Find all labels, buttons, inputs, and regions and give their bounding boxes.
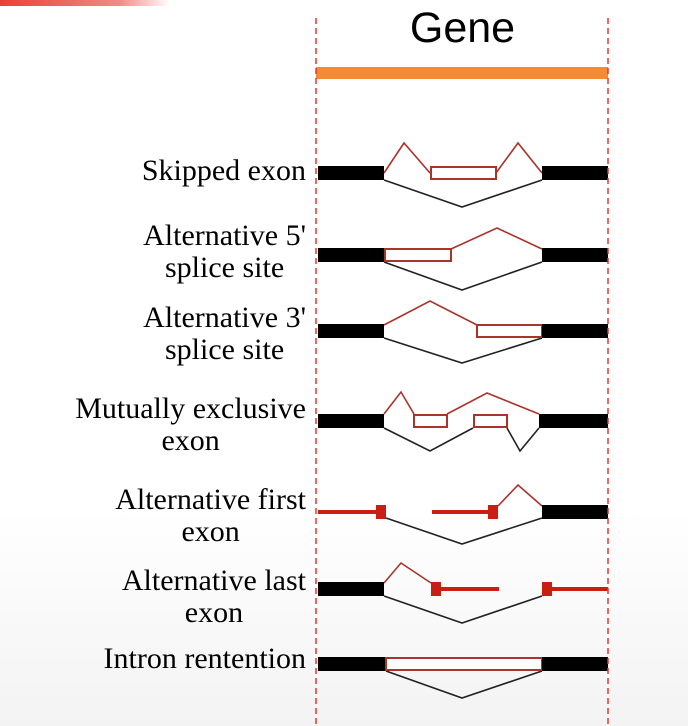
label-alt-5-splice-site: Alternative 5' splice site (143, 220, 306, 284)
constitutive-exon (318, 414, 384, 428)
upper-junction (446, 392, 540, 415)
constitutive-exon (318, 166, 384, 180)
upper-junction (383, 390, 415, 415)
canonical-junction (383, 261, 543, 291)
first-exon-b (488, 505, 498, 519)
last-exon-a (431, 582, 441, 596)
exclusive-exon-b (473, 414, 508, 428)
alternative-exon-extension (384, 248, 452, 262)
first-exon-a-line (318, 510, 378, 514)
skipping-junction (383, 179, 543, 208)
track-alt-5-splice-site (318, 227, 608, 291)
label-line: splice site (165, 333, 285, 366)
constitutive-exon (542, 657, 608, 671)
alternative-junction (450, 227, 543, 250)
gene-bar (316, 67, 608, 79)
lower-junction (506, 427, 540, 453)
label-alt-first-exon: Alternative first exon (115, 484, 306, 548)
inclusion-junction (383, 141, 431, 174)
retained-intron (385, 657, 543, 671)
track-alt-3-splice-site (318, 300, 608, 364)
constitutive-exon (542, 248, 608, 262)
label-intron-retention: Intron rentention (104, 643, 306, 675)
label-alt-3-splice-site: Alternative 3' splice site (143, 302, 306, 366)
last-exon-b (542, 582, 552, 596)
last-exon-b-line (548, 587, 608, 591)
label-line: exon (161, 424, 220, 457)
constitutive-exon (318, 248, 384, 262)
constitutive-exon (542, 324, 608, 338)
label-line: Mutually exclusive (75, 392, 306, 425)
constitutive-exon (318, 324, 384, 338)
track-alt-first-exon (318, 483, 608, 545)
label-line: Intron rentention (103, 642, 306, 675)
label-line: Skipped exon (141, 154, 306, 187)
constitutive-exon (542, 166, 608, 180)
label-line: Alternative 3' (143, 301, 306, 334)
exclusive-exon-a (413, 414, 448, 428)
constitutive-exon (539, 414, 608, 428)
corner-accent (0, 0, 170, 6)
constitutive-exon (318, 657, 386, 671)
constitutive-exon (318, 582, 384, 596)
upper-junction (497, 483, 543, 507)
constitutive-exon (542, 505, 608, 519)
upper-junction (383, 561, 432, 584)
track-mutually-exclusive-exon (318, 390, 608, 453)
inclusion-junction (495, 141, 543, 174)
label-alt-last-exon: Alternative last exon (122, 565, 306, 629)
first-exon-b-line (432, 510, 492, 514)
lower-junction (383, 427, 474, 452)
label-mutually-exclusive-exon: Mutually exclusive exon (75, 393, 306, 457)
label-line: splice site (165, 251, 285, 284)
track-intron-retention (318, 657, 608, 699)
splice-junction (385, 670, 543, 699)
track-alt-last-exon (318, 561, 608, 624)
alternative-junction (383, 300, 478, 326)
gene-title: Gene (409, 4, 516, 52)
canonical-junction (383, 337, 543, 364)
track-skipped-exon (318, 141, 608, 208)
alternative-exon-extension (476, 324, 543, 338)
alternative-exon (430, 166, 497, 180)
label-line: exon (184, 596, 244, 629)
label-line: Alternative first (115, 483, 306, 516)
first-exon-a (376, 505, 386, 519)
last-exon-a-line (437, 587, 499, 591)
lower-junction (383, 595, 543, 624)
label-skipped-exon: Skipped exon (142, 155, 306, 187)
label-line: Alternative last (121, 564, 306, 597)
label-line: exon (181, 515, 240, 548)
label-line: Alternative 5' (143, 219, 306, 252)
lower-junction (385, 517, 543, 545)
